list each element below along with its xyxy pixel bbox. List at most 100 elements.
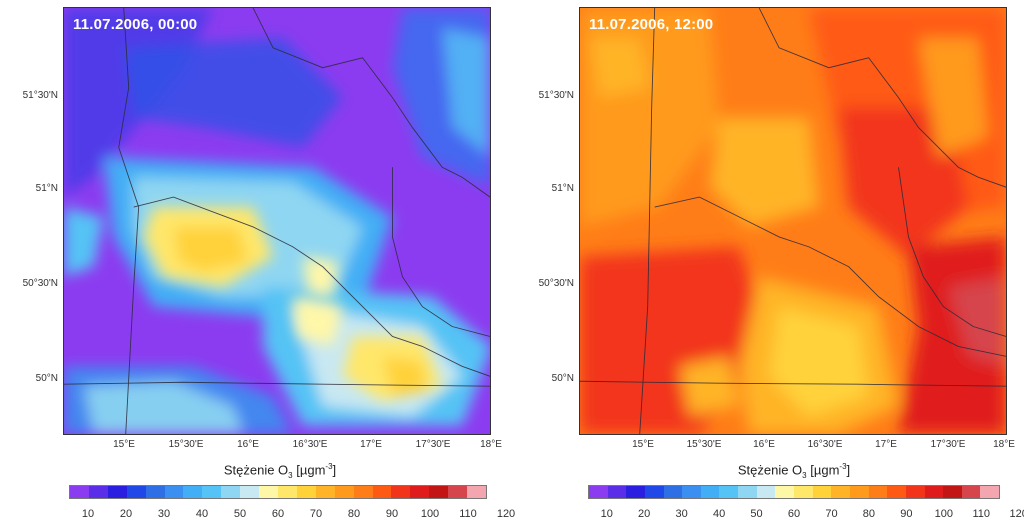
- colorbar-swatch: [391, 486, 411, 498]
- colorbar-tick-label: 80: [862, 508, 876, 520]
- colorbar-swatch: [70, 486, 89, 498]
- left-map-panel: 11.07.2006, 00:00 51°30'N 51°N 50°30'N 5…: [22, 7, 516, 520]
- timestamp-label: 11.07.2006, 12:00: [589, 16, 714, 33]
- colorbar-tick-label: 40: [195, 508, 209, 520]
- lat-label: 51°N: [35, 183, 58, 194]
- lat-label: 51°30'N: [538, 90, 574, 101]
- right-map-panel: 11.07.2006, 12:00 51°30'N 51°N 50°30'N 5…: [512, 0, 1024, 525]
- colorbar-swatch: [644, 486, 664, 498]
- colorbar-swatch: [88, 486, 108, 498]
- ozone-concentration-field: [64, 8, 490, 434]
- colorbar-swatch: [429, 486, 449, 498]
- colorbar-tick-label: 60: [271, 508, 285, 520]
- colorbar: [69, 485, 487, 499]
- lon-label: 16°30'E: [292, 439, 328, 450]
- colorbar-tick-label: 30: [675, 508, 688, 520]
- colorbar-tick-label: 90: [900, 508, 913, 520]
- colorbar-tick-label: 90: [385, 508, 399, 520]
- colorbar-swatch: [682, 486, 701, 498]
- colorbar-swatch: [924, 486, 944, 498]
- lon-label: 17°E: [360, 439, 382, 450]
- colorbar-tick-label: 60: [787, 508, 801, 520]
- timestamp-label: 11.07.2006, 00:00: [73, 16, 198, 33]
- lon-label: 15°E: [113, 439, 135, 450]
- colorbar-tick-label: 70: [309, 508, 323, 520]
- colorbar-swatch: [448, 486, 468, 498]
- colorbar-tick-label: 20: [119, 508, 133, 520]
- lat-label: 51°30'N: [22, 90, 58, 101]
- lat-label: 51°N: [551, 183, 574, 194]
- colorbar-tick-label: 10: [600, 508, 613, 520]
- colorbar-swatch: [607, 486, 627, 498]
- colorbar-swatch: [812, 486, 832, 498]
- colorbar-swatch: [961, 486, 981, 498]
- colorbar-tick-label: 20: [638, 508, 651, 520]
- colorbar-tick-label: 100: [934, 508, 953, 520]
- colorbar-swatch: [868, 486, 888, 498]
- colorbar-tick-label: 120: [496, 508, 516, 520]
- colorbar-swatch: [353, 486, 373, 498]
- colorbar-tick-label: 40: [712, 508, 726, 520]
- colorbar-tick-label: 30: [157, 508, 171, 520]
- colorbar-swatch: [943, 486, 962, 498]
- colorbar-swatch: [663, 486, 683, 498]
- lat-label: 50°30'N: [538, 278, 574, 289]
- colorbar-swatch: [202, 486, 222, 498]
- colorbar-swatch: [277, 486, 297, 498]
- colorbar-tick-label: 110: [972, 508, 991, 520]
- lon-label: 17°30'E: [930, 439, 966, 450]
- colorbar-tick-label: 70: [825, 508, 838, 520]
- colorbar-swatch: [887, 486, 906, 498]
- colorbar-swatch: [905, 486, 925, 498]
- ozone-map-0000: 11.07.2006, 00:00: [63, 7, 491, 435]
- colorbar-tick-label: 50: [750, 508, 763, 520]
- colorbar-tick-label: 50: [233, 508, 247, 520]
- lat-label: 50°N: [551, 373, 574, 384]
- colorbar-tick-label: 80: [347, 508, 361, 520]
- colorbar-swatch: [126, 486, 146, 498]
- colorbar-swatch: [794, 486, 813, 498]
- colorbar-swatch: [738, 486, 757, 498]
- lon-label: 17°E: [875, 439, 897, 450]
- colorbar-swatch: [589, 486, 608, 498]
- colorbar-swatch: [107, 486, 127, 498]
- colorbar-tick-label: 120: [1009, 508, 1024, 520]
- colorbar-swatch: [719, 486, 739, 498]
- lon-label: 18°E: [993, 439, 1015, 450]
- lon-label: 17°30'E: [415, 439, 451, 450]
- colorbar-swatch: [296, 486, 316, 498]
- colorbar-swatch: [700, 486, 720, 498]
- lon-label: 16°E: [753, 439, 775, 450]
- colorbar-swatch: [756, 486, 776, 498]
- colorbar-swatch: [410, 486, 430, 498]
- lat-label: 50°N: [35, 373, 58, 384]
- colorbar-swatch: [831, 486, 850, 498]
- colorbar-swatch: [334, 486, 354, 498]
- colorbar-swatch: [145, 486, 165, 498]
- colorbar-swatch: [183, 486, 203, 498]
- colorbar-tick-label: 100: [420, 508, 440, 520]
- colorbar-tick-label: 110: [459, 508, 477, 520]
- colorbar-title: Stężenie O3 [µgm-3]: [223, 462, 337, 480]
- border-lines: [580, 8, 1006, 434]
- colorbar-swatch: [315, 486, 335, 498]
- colorbar-swatch: [221, 486, 241, 498]
- colorbar-swatch: [372, 486, 392, 498]
- colorbar-tick-label: 10: [81, 508, 95, 520]
- colorbar-swatch: [240, 486, 260, 498]
- lon-label: 15°30'E: [686, 439, 722, 450]
- colorbar: [588, 485, 1000, 499]
- lon-label: 15°30'E: [168, 439, 204, 450]
- colorbar-title: Stężenie O3 [µgm-3]: [737, 462, 851, 480]
- lon-label: 16°E: [237, 439, 259, 450]
- lon-label: 18°E: [480, 439, 502, 450]
- ozone-map-1200: 11.07.2006, 12:00: [579, 7, 1007, 435]
- lat-label: 50°30'N: [22, 278, 58, 289]
- colorbar-swatch: [849, 486, 869, 498]
- lon-label: 15°E: [632, 439, 654, 450]
- colorbar-swatch: [775, 486, 795, 498]
- colorbar-swatch: [467, 486, 486, 498]
- colorbar-swatch: [164, 486, 184, 498]
- edge-mask: [1012, 0, 1024, 440]
- colorbar-swatch: [980, 486, 1000, 498]
